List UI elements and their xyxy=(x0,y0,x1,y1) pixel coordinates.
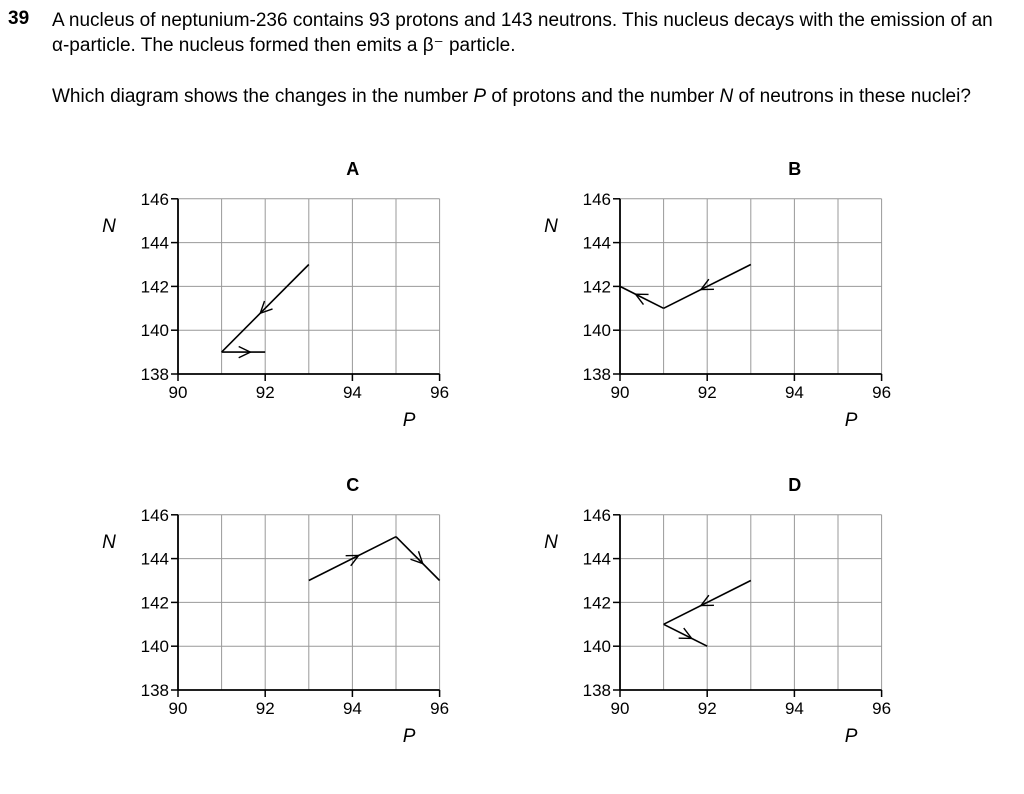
decay-arrow xyxy=(345,554,361,567)
y-axis-label: N xyxy=(102,532,116,553)
decay-path-segment xyxy=(663,579,752,626)
y-tick-label: 142 xyxy=(583,593,611,612)
y-tick-label: 138 xyxy=(141,365,169,384)
variable-p: P xyxy=(473,86,487,107)
y-axis-label: N xyxy=(544,216,558,237)
diagram-c: C 90 92 94 96 138 140 142 144 146 P N xyxy=(102,475,449,747)
y-tick-label: 142 xyxy=(141,593,169,612)
decay-path-segment xyxy=(395,536,441,582)
decay-arrow xyxy=(259,300,273,315)
decay-path-segment xyxy=(663,623,708,647)
x-tick-label: 96 xyxy=(430,699,449,718)
question-number: 39 xyxy=(8,8,30,29)
decay-path-segment xyxy=(221,263,310,353)
y-tick-label: 144 xyxy=(141,550,169,569)
x-tick-label: 90 xyxy=(611,383,630,402)
y-tick-label: 142 xyxy=(583,277,611,296)
x-tick-label: 90 xyxy=(611,699,630,718)
y-tick-label: 146 xyxy=(141,190,169,209)
y-tick-label: 144 xyxy=(583,234,611,253)
y-tick-label: 138 xyxy=(583,365,611,384)
x-tick-label: 90 xyxy=(169,383,188,402)
x-tick-label: 92 xyxy=(256,699,275,718)
decay-arrow xyxy=(238,345,253,359)
y-tick-label: 146 xyxy=(583,506,611,525)
x-tick-label: 92 xyxy=(698,699,717,718)
x-tick-label: 92 xyxy=(698,383,717,402)
x-tick-label: 94 xyxy=(785,699,804,718)
x-axis-label: P xyxy=(845,410,858,431)
option-label: B xyxy=(788,159,801,179)
x-tick-label: 92 xyxy=(256,383,275,402)
x-axis-label: P xyxy=(403,410,416,431)
x-axis-label: P xyxy=(845,726,858,747)
question-line-2: Which diagram shows the changes in the n… xyxy=(52,84,1002,109)
variable-n: N xyxy=(719,86,734,107)
decay-path-segment xyxy=(308,535,397,582)
decay-arrow xyxy=(634,293,649,305)
x-tick-label: 94 xyxy=(343,699,362,718)
x-tick-label: 94 xyxy=(343,383,362,402)
y-axis-label: N xyxy=(102,216,116,237)
x-tick-label: 90 xyxy=(169,699,188,718)
decay-path-segment xyxy=(663,263,752,310)
y-tick-label: 142 xyxy=(141,277,169,296)
y-tick-label: 140 xyxy=(141,637,169,656)
decay-arrow xyxy=(699,278,714,291)
y-tick-label: 140 xyxy=(583,321,611,340)
y-tick-label: 146 xyxy=(141,506,169,525)
x-tick-label: 94 xyxy=(785,383,804,402)
question-line-2-end: of neutrons in these nuclei? xyxy=(733,86,971,107)
y-tick-label: 138 xyxy=(583,681,611,700)
diagram-b: B 90 92 94 96 138 140 142 144 146 P N xyxy=(544,159,891,431)
question-line-1: A nucleus of neptunium-236 contains 93 p… xyxy=(52,10,993,56)
y-tick-label: 146 xyxy=(583,190,611,209)
decay-arrow xyxy=(699,594,714,607)
y-tick-label: 140 xyxy=(583,637,611,656)
y-tick-label: 144 xyxy=(583,550,611,569)
question-text: A nucleus of neptunium-236 contains 93 p… xyxy=(52,8,1002,109)
question-line-2-start: Which diagram shows the changes in the n… xyxy=(52,86,474,107)
diagram-d: D 90 92 94 96 138 140 142 144 146 P N xyxy=(544,475,891,747)
y-axis-label: N xyxy=(544,532,558,553)
x-axis-label: P xyxy=(403,726,416,747)
x-tick-label: 96 xyxy=(430,383,449,402)
y-tick-label: 144 xyxy=(141,234,169,253)
x-tick-label: 96 xyxy=(872,699,891,718)
option-label: C xyxy=(346,475,359,495)
y-tick-label: 140 xyxy=(141,321,169,340)
question-line-2-middle: of protons and the number xyxy=(486,86,720,107)
option-label: A xyxy=(346,159,359,179)
decay-arrow xyxy=(410,551,424,565)
x-tick-label: 96 xyxy=(872,383,891,402)
diagram-a: A 90 92 94 96 138 140 142 144 146 P N xyxy=(102,159,449,431)
y-tick-label: 138 xyxy=(141,681,169,700)
option-label: D xyxy=(788,475,801,495)
decay-arrow xyxy=(678,627,694,640)
decay-path-segment xyxy=(619,285,664,310)
